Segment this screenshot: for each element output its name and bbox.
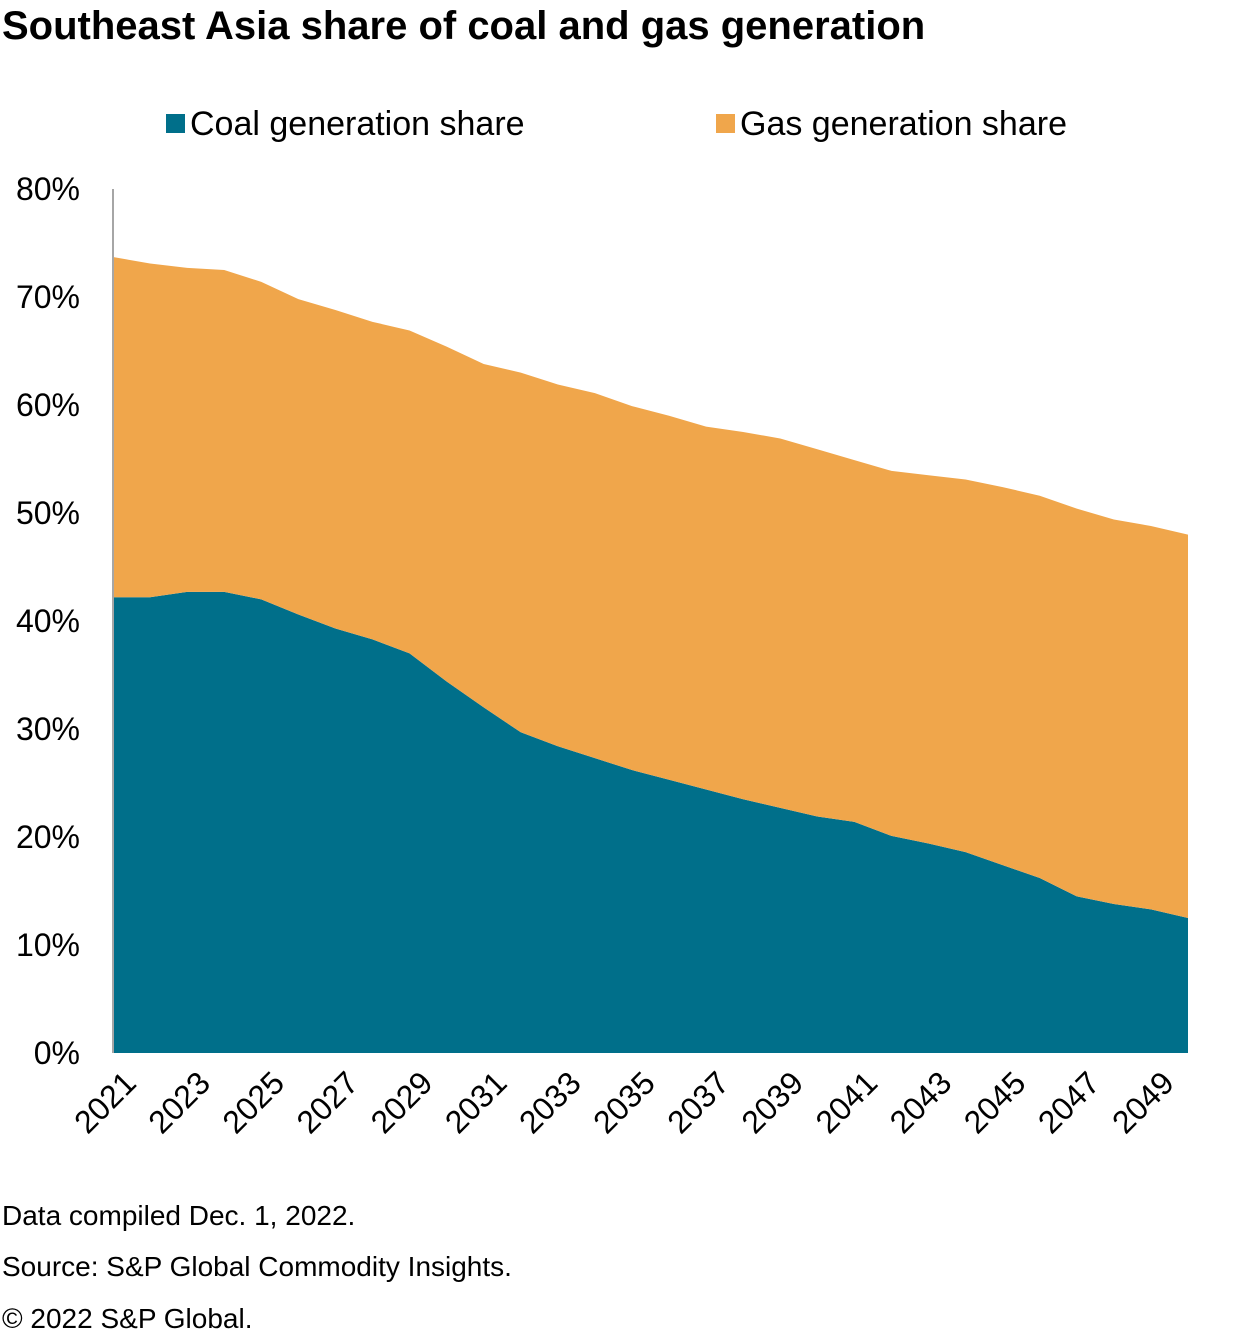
footer-compiled: Data compiled Dec. 1, 2022. (2, 1200, 356, 1231)
x-tick-label: 2033 (512, 1064, 588, 1140)
footer-copyright: © 2022 S&P Global. (2, 1303, 253, 1334)
y-tick-label: 10% (16, 927, 80, 963)
x-tick-label: 2029 (364, 1064, 440, 1140)
x-tick-label: 2047 (1031, 1064, 1107, 1140)
x-tick-label: 2035 (586, 1064, 662, 1140)
y-tick-label: 40% (16, 603, 80, 639)
x-tick-label: 2023 (141, 1064, 217, 1140)
x-tick-label: 2041 (809, 1064, 885, 1140)
y-tick-label: 80% (16, 171, 80, 207)
legend-label: Gas generation share (740, 105, 1067, 143)
y-tick-label: 60% (16, 387, 80, 423)
x-tick-label: 2027 (290, 1064, 366, 1140)
x-tick-label: 2031 (438, 1064, 514, 1140)
chart-title: Southeast Asia share of coal and gas gen… (2, 4, 926, 48)
x-tick-label: 2037 (660, 1064, 736, 1140)
legend-swatch (166, 114, 185, 133)
y-tick-label: 30% (16, 711, 80, 747)
legend-label: Coal generation share (190, 105, 525, 143)
coal-area (113, 591, 1188, 1053)
x-tick-label: 2021 (67, 1064, 143, 1140)
legend-swatch (716, 114, 735, 133)
gas-area (113, 257, 1188, 918)
y-tick-label: 0% (34, 1035, 80, 1071)
x-tick-label: 2039 (734, 1064, 810, 1140)
y-tick-label: 20% (16, 819, 80, 855)
y-tick-label: 70% (16, 279, 80, 315)
x-tick-label: 2045 (957, 1064, 1033, 1140)
x-tick-label: 2025 (215, 1064, 291, 1140)
x-tick-label: 2043 (883, 1064, 959, 1140)
x-tick-label: 2049 (1105, 1064, 1181, 1140)
footer-source: Source: S&P Global Commodity Insights. (2, 1251, 512, 1282)
y-tick-label: 50% (16, 495, 80, 531)
